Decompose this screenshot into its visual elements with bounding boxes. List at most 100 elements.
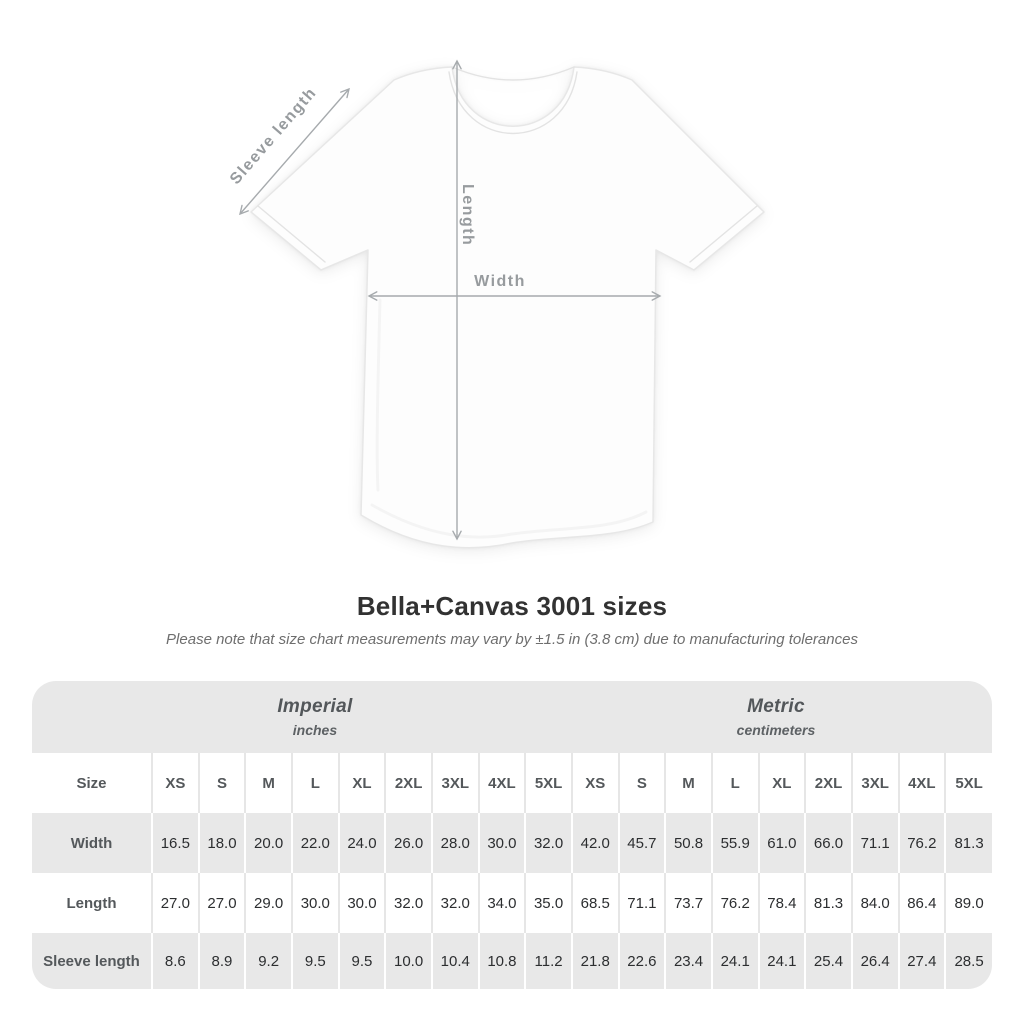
length-metric-s: 71.1	[617, 873, 666, 933]
length-metric-2xl: 81.3	[804, 873, 852, 933]
col-header-metric-2xl: 2XL	[804, 753, 852, 813]
col-header-imperial-5xl: 5XL	[524, 753, 572, 813]
tolerance-note: Please note that size chart measurements…	[166, 630, 858, 648]
sleeve-imperial-2xl: 10.0	[384, 933, 432, 989]
tshirt-measurement-diagram: Sleeve length Length Width	[227, 0, 765, 549]
width-imperial-xs: 16.5	[151, 813, 199, 873]
sleeve-imperial-xl: 9.5	[337, 933, 386, 989]
page-title: Bella+Canvas 3001 sizes	[356, 591, 668, 621]
length-imperial-xs: 27.0	[151, 873, 199, 933]
size-header-row: Size XS S M L XL 2XL 3XL 4XL 5XL XS S M …	[32, 753, 992, 813]
size-column-header: Size	[32, 753, 152, 813]
length-metric-4xl: 86.4	[897, 873, 946, 933]
col-header-metric-l: L	[710, 753, 759, 813]
col-header-metric-4xl: 4XL	[897, 753, 946, 813]
length-metric-3xl: 84.0	[850, 873, 899, 933]
sleeve-metric-5xl: 28.5	[944, 933, 992, 989]
width-metric-4xl: 76.2	[897, 813, 946, 873]
tshirt-illustration	[250, 66, 765, 549]
length-imperial-xl: 30.0	[337, 873, 386, 933]
sleeve-metric-l: 24.1	[710, 933, 759, 989]
width-label: Width	[474, 273, 526, 290]
length-imperial-2xl: 32.0	[384, 873, 432, 933]
col-header-imperial-xl: XL	[337, 753, 386, 813]
length-imperial-m: 29.0	[244, 873, 292, 933]
col-header-imperial-4xl: 4XL	[477, 753, 526, 813]
col-header-metric-5xl: 5XL	[944, 753, 992, 813]
length-imperial-3xl: 32.0	[430, 873, 479, 933]
width-imperial-4xl: 30.0	[477, 813, 526, 873]
length-imperial-5xl: 35.0	[524, 873, 572, 933]
width-metric-3xl: 71.1	[850, 813, 899, 873]
metric-group-label: Metric	[747, 696, 805, 717]
sleeve-metric-2xl: 25.4	[804, 933, 852, 989]
row-label-width: Width	[32, 813, 152, 873]
metric-group-header: Metric centimeters	[571, 681, 992, 753]
width-imperial-xl: 24.0	[337, 813, 386, 873]
width-metric-2xl: 66.0	[804, 813, 852, 873]
sleeve-imperial-4xl: 10.8	[477, 933, 526, 989]
col-header-imperial-3xl: 3XL	[430, 753, 479, 813]
length-metric-m: 73.7	[664, 873, 712, 933]
length-metric-l: 76.2	[710, 873, 759, 933]
length-label: Length	[459, 184, 476, 246]
sleeve-metric-xs: 21.8	[570, 933, 619, 989]
sleeve-metric-s: 22.6	[617, 933, 666, 989]
sleeve-metric-3xl: 26.4	[850, 933, 899, 989]
sleeve-metric-m: 23.4	[664, 933, 712, 989]
size-chart-table: Imperial inches Metric centimeters Size …	[32, 681, 992, 989]
col-header-imperial-l: L	[290, 753, 339, 813]
chart-heading: Bella+Canvas 3001 sizes Please note that…	[0, 591, 1024, 648]
length-metric-xs: 68.5	[570, 873, 619, 933]
col-header-metric-xl: XL	[757, 753, 806, 813]
col-header-metric-s: S	[617, 753, 666, 813]
sleeve-imperial-5xl: 11.2	[524, 933, 572, 989]
width-metric-5xl: 81.3	[944, 813, 992, 873]
length-imperial-l: 30.0	[290, 873, 339, 933]
row-label-length: Length	[32, 873, 152, 933]
sleeve-length-arrow	[240, 89, 349, 214]
col-header-metric-xs: XS	[570, 753, 619, 813]
sleeve-imperial-xs: 8.6	[151, 933, 199, 989]
col-header-metric-3xl: 3XL	[850, 753, 899, 813]
imperial-group-unit: inches	[292, 722, 338, 738]
sleeve-metric-xl: 24.1	[757, 933, 806, 989]
sleeve-metric-4xl: 27.4	[897, 933, 946, 989]
length-metric-5xl: 89.0	[944, 873, 992, 933]
unit-group-row: Imperial inches Metric centimeters	[32, 681, 992, 753]
col-header-imperial-m: M	[244, 753, 292, 813]
length-imperial-4xl: 34.0	[477, 873, 526, 933]
width-metric-s: 45.7	[617, 813, 666, 873]
metric-group-unit: centimeters	[736, 722, 816, 738]
left-cuff-line	[257, 205, 326, 263]
tshirt-silhouette	[250, 66, 765, 549]
length-metric-xl: 78.4	[757, 873, 806, 933]
width-imperial-5xl: 32.0	[524, 813, 572, 873]
table-row-length: Length 27.0 27.0 29.0 30.0 30.0 32.0 32.…	[32, 873, 992, 933]
col-header-imperial-2xl: 2XL	[384, 753, 432, 813]
length-imperial-s: 27.0	[197, 873, 246, 933]
table-row-width: Width 16.5 18.0 20.0 22.0 24.0 26.0 28.0…	[32, 813, 992, 873]
width-imperial-m: 20.0	[244, 813, 292, 873]
sleeve-imperial-s: 8.9	[197, 933, 246, 989]
sleeve-imperial-3xl: 10.4	[430, 933, 479, 989]
row-label-sleeve-length: Sleeve length	[32, 933, 152, 989]
width-imperial-2xl: 26.0	[384, 813, 432, 873]
imperial-group-header: Imperial inches	[32, 681, 572, 753]
col-header-imperial-xs: XS	[151, 753, 199, 813]
width-metric-xs: 42.0	[570, 813, 619, 873]
collar-back-line	[451, 66, 575, 81]
imperial-group-label: Imperial	[277, 696, 353, 717]
width-imperial-s: 18.0	[197, 813, 246, 873]
width-metric-m: 50.8	[664, 813, 712, 873]
sleeve-imperial-l: 9.5	[290, 933, 339, 989]
width-imperial-3xl: 28.0	[430, 813, 479, 873]
sleeve-imperial-m: 9.2	[244, 933, 292, 989]
col-header-metric-m: M	[664, 753, 712, 813]
right-cuff-line	[689, 205, 758, 263]
table-row-sleeve-length: Sleeve length 8.6 8.9 9.2 9.5 9.5 10.0 1…	[32, 933, 992, 989]
width-metric-xl: 61.0	[757, 813, 806, 873]
width-imperial-l: 22.0	[290, 813, 339, 873]
width-metric-l: 55.9	[710, 813, 759, 873]
col-header-imperial-s: S	[197, 753, 246, 813]
